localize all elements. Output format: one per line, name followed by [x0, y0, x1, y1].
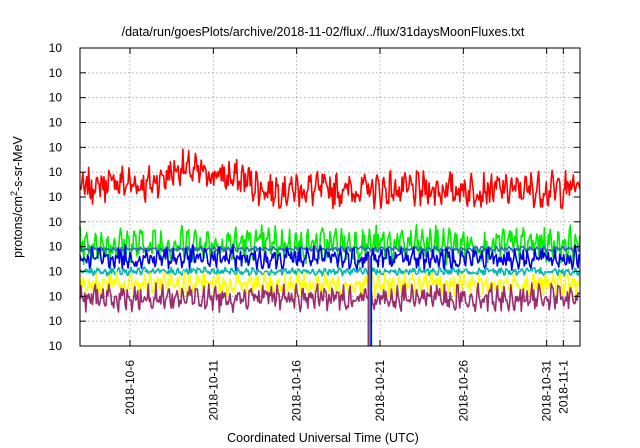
y-tick-label: 10 [49, 240, 63, 254]
x-tick-label: 2018-10-21 [373, 360, 387, 422]
x-tick-label: 2018-10-6 [123, 360, 137, 415]
y-tick-base: 10 [49, 215, 63, 229]
y-tick-label: 10 [49, 289, 63, 303]
plot-series [79, 148, 581, 346]
y-axis-label: protons/cm2-s-sr-MeV [9, 135, 25, 257]
y-tick-base: 10 [49, 41, 63, 55]
y-tick-label: 10 [49, 265, 63, 279]
y-tick-label: 10 [49, 66, 63, 80]
y-axis: 10-610-510-410-310-210-11001011021031041… [49, 41, 580, 353]
x-axis-label: Coordinated Universal Time (UTC) [227, 431, 419, 445]
y-tick-label: 10 [49, 41, 63, 55]
series-line-7 [79, 282, 581, 314]
y-axis-label-suffix: -s-sr-MeV [11, 135, 25, 191]
y-tick-base: 10 [49, 240, 63, 254]
y-tick-label: 10 [49, 190, 63, 204]
y-tick-base: 10 [49, 190, 63, 204]
series-line-5 [79, 266, 581, 277]
y-tick-base: 10 [49, 314, 63, 328]
y-tick-label: 10 [49, 116, 63, 130]
y-tick-label: 10 [49, 140, 63, 154]
y-tick-label: 10 [49, 165, 63, 179]
x-tick-label: 2018-10-11 [206, 360, 220, 421]
y-tick-base: 10 [49, 140, 63, 154]
y-axis-label-prefix: protons/cm [11, 196, 25, 258]
x-tick-label: 2018-10-26 [456, 360, 470, 422]
chart-title: /data/run/goesPlots/archive/2018-11-02/f… [122, 25, 525, 39]
series-line-1 [79, 148, 581, 210]
x-tick-label: 2018-11-1 [556, 360, 570, 414]
x-axis: 2018-10-6 2018-10-11 2018-10-16 2018-10-21 2… [123, 48, 570, 421]
y-tick-base: 10 [49, 91, 63, 105]
y-tick-base: 10 [49, 289, 63, 303]
y-tick-base: 10 [49, 165, 63, 179]
y-axis-label-superscript: 2 [9, 191, 19, 196]
y-tick-label: 10 [49, 314, 63, 328]
y-tick-label: 10 [49, 339, 63, 353]
series-line-2 [79, 223, 581, 266]
x-tick-label: 2018-10-16 [290, 360, 304, 422]
x-tick-label: 2018-10-31 [540, 360, 554, 422]
y-tick-base: 10 [49, 66, 63, 80]
series-line-4 [79, 244, 581, 272]
y-tick-label: 10 [49, 91, 63, 105]
y-tick-label: 10 [49, 215, 63, 229]
y-tick-base: 10 [49, 265, 63, 279]
y-tick-base: 10 [49, 116, 63, 130]
series-line-3 [79, 245, 581, 253]
y-tick-base: 10 [49, 339, 63, 353]
